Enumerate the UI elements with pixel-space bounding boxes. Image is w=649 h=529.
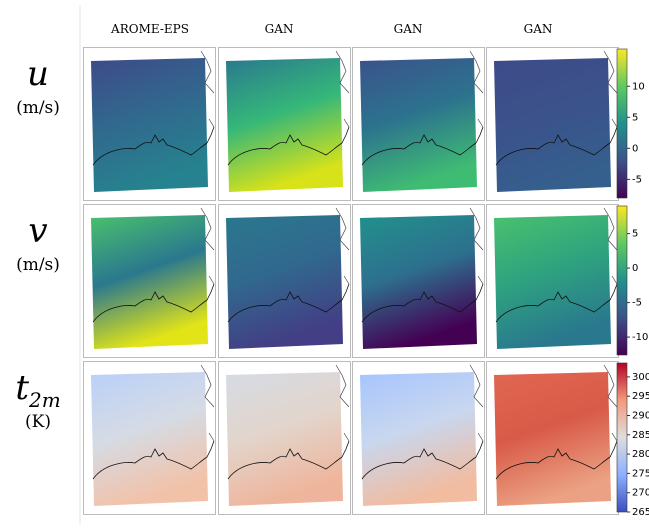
unit-label: (m/s) [16,98,60,118]
map-panel [84,362,216,515]
map-field [226,58,343,192]
map-panel [84,205,216,358]
unit-label: (m/s) [16,255,60,275]
map-panel [487,362,619,515]
colorbar-tick-label: 290 [632,410,649,421]
map-field [494,372,611,506]
map-field [226,215,343,349]
colorbar-tick-label: 5 [632,229,638,240]
figure: AROME-EPS GAN GAN GAN u (m/s) -5 0 5 10 v (m/s) -10 -… [0,0,649,529]
variable-symbol: t [15,368,29,408]
colorbar-tick-label: -5 [632,298,642,309]
colorbar [617,363,627,512]
map-field [226,372,343,506]
map-field [360,372,477,506]
map-panel [219,362,351,515]
map-field [360,215,477,349]
map-panel [219,205,351,358]
map-panel [487,205,619,358]
map-field [91,215,208,349]
column-header: AROME-EPS [110,22,189,36]
colorbar-tick-label: 5 [632,112,638,123]
map-panel [84,48,216,201]
column-header: GAN [394,22,423,36]
colorbar-tick-label: 285 [632,430,649,441]
colorbar-tick-label: 10 [632,81,645,92]
colorbar-tick-label: -5 [632,174,642,185]
colorbar [617,206,627,355]
colorbar-tick-label: 0 [632,143,638,154]
map-panel [487,48,619,201]
colorbar-tick-label: -10 [632,332,648,343]
column-header: GAN [265,22,294,36]
colorbar-tick-label: 275 [632,468,649,479]
map-panel [353,205,485,358]
variable-symbol: u [27,54,49,94]
colorbar-tick-label: 270 [632,488,649,499]
map-field [360,58,477,192]
variable-symbol: v [28,211,47,251]
variable-label: v [28,211,47,251]
column-header: GAN [524,22,553,36]
colorbar-tick-label: 295 [632,391,649,402]
variable-label: u [27,54,49,94]
variable-subscript: 2m [28,388,61,412]
map-field [494,215,611,349]
unit-label: (K) [25,412,51,432]
colorbar-tick-label: 265 [632,507,649,518]
colorbar-tick-label: 280 [632,449,649,460]
map-field [91,372,208,506]
map-panel [353,48,485,201]
colorbar-tick-label: 0 [632,263,638,274]
map-field [494,58,611,192]
map-panel [353,362,485,515]
colorbar [617,49,627,198]
variable-label: t2m [15,368,60,412]
map-panel [219,48,351,201]
map-field [91,58,208,192]
colorbar-tick-label: 300 [632,372,649,383]
